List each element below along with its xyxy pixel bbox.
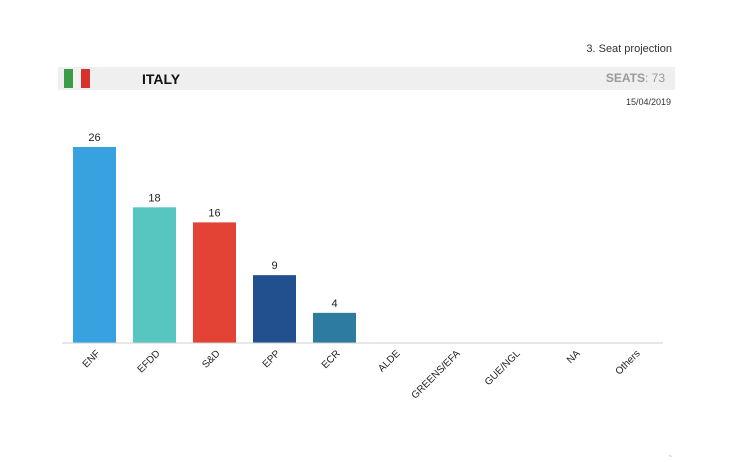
value-label: 9: [271, 260, 277, 272]
flag-stripe-white: [72, 69, 82, 88]
section-label: 3. Seat projection: [586, 43, 672, 55]
country-header-bar: ITALY SEATS: 73: [58, 67, 675, 90]
value-labels-group: 26 18 16 9 4: [88, 132, 337, 310]
value-label: 18: [148, 192, 160, 204]
tick-label: S&D: [200, 348, 222, 370]
bar-epp: [253, 275, 296, 343]
bar-s-d: [193, 222, 236, 343]
bar-enf: [73, 147, 116, 343]
flag-stripe-red: [81, 69, 91, 88]
value-label: 4: [331, 298, 337, 310]
tick-label: ECR: [320, 348, 343, 371]
country-name: ITALY: [142, 71, 181, 87]
tick-label: GUE/NGL: [483, 348, 523, 388]
seats-label: SEATS: [605, 71, 645, 85]
tick-label: Others: [614, 348, 643, 377]
bars-group: [73, 147, 356, 343]
bar-efdd: [133, 207, 176, 343]
corner-mark: ~: [668, 454, 672, 460]
italy-flag-icon: [64, 69, 91, 88]
flag-stripe-green: [64, 69, 73, 88]
value-label: 16: [208, 207, 220, 219]
tick-label: GREENS/EFA: [410, 348, 463, 401]
seats-value: 73: [651, 71, 665, 85]
seats-total: SEATS: 73: [605, 71, 665, 85]
tick-label: ALDE: [376, 348, 402, 374]
tick-labels-group: ENF EFDD S&D EPP ECR ALDE GREENS/EFA GUE/NGL NA O…: [81, 348, 643, 401]
bar-ecr: [313, 312, 356, 343]
tick-label: EFDD: [136, 348, 163, 375]
tick-label: EPP: [261, 348, 283, 370]
value-label: 26: [88, 132, 100, 144]
tick-label: NA: [565, 348, 583, 366]
tick-label: ENF: [81, 348, 103, 370]
projection-date: 15/04/2019: [625, 97, 671, 107]
